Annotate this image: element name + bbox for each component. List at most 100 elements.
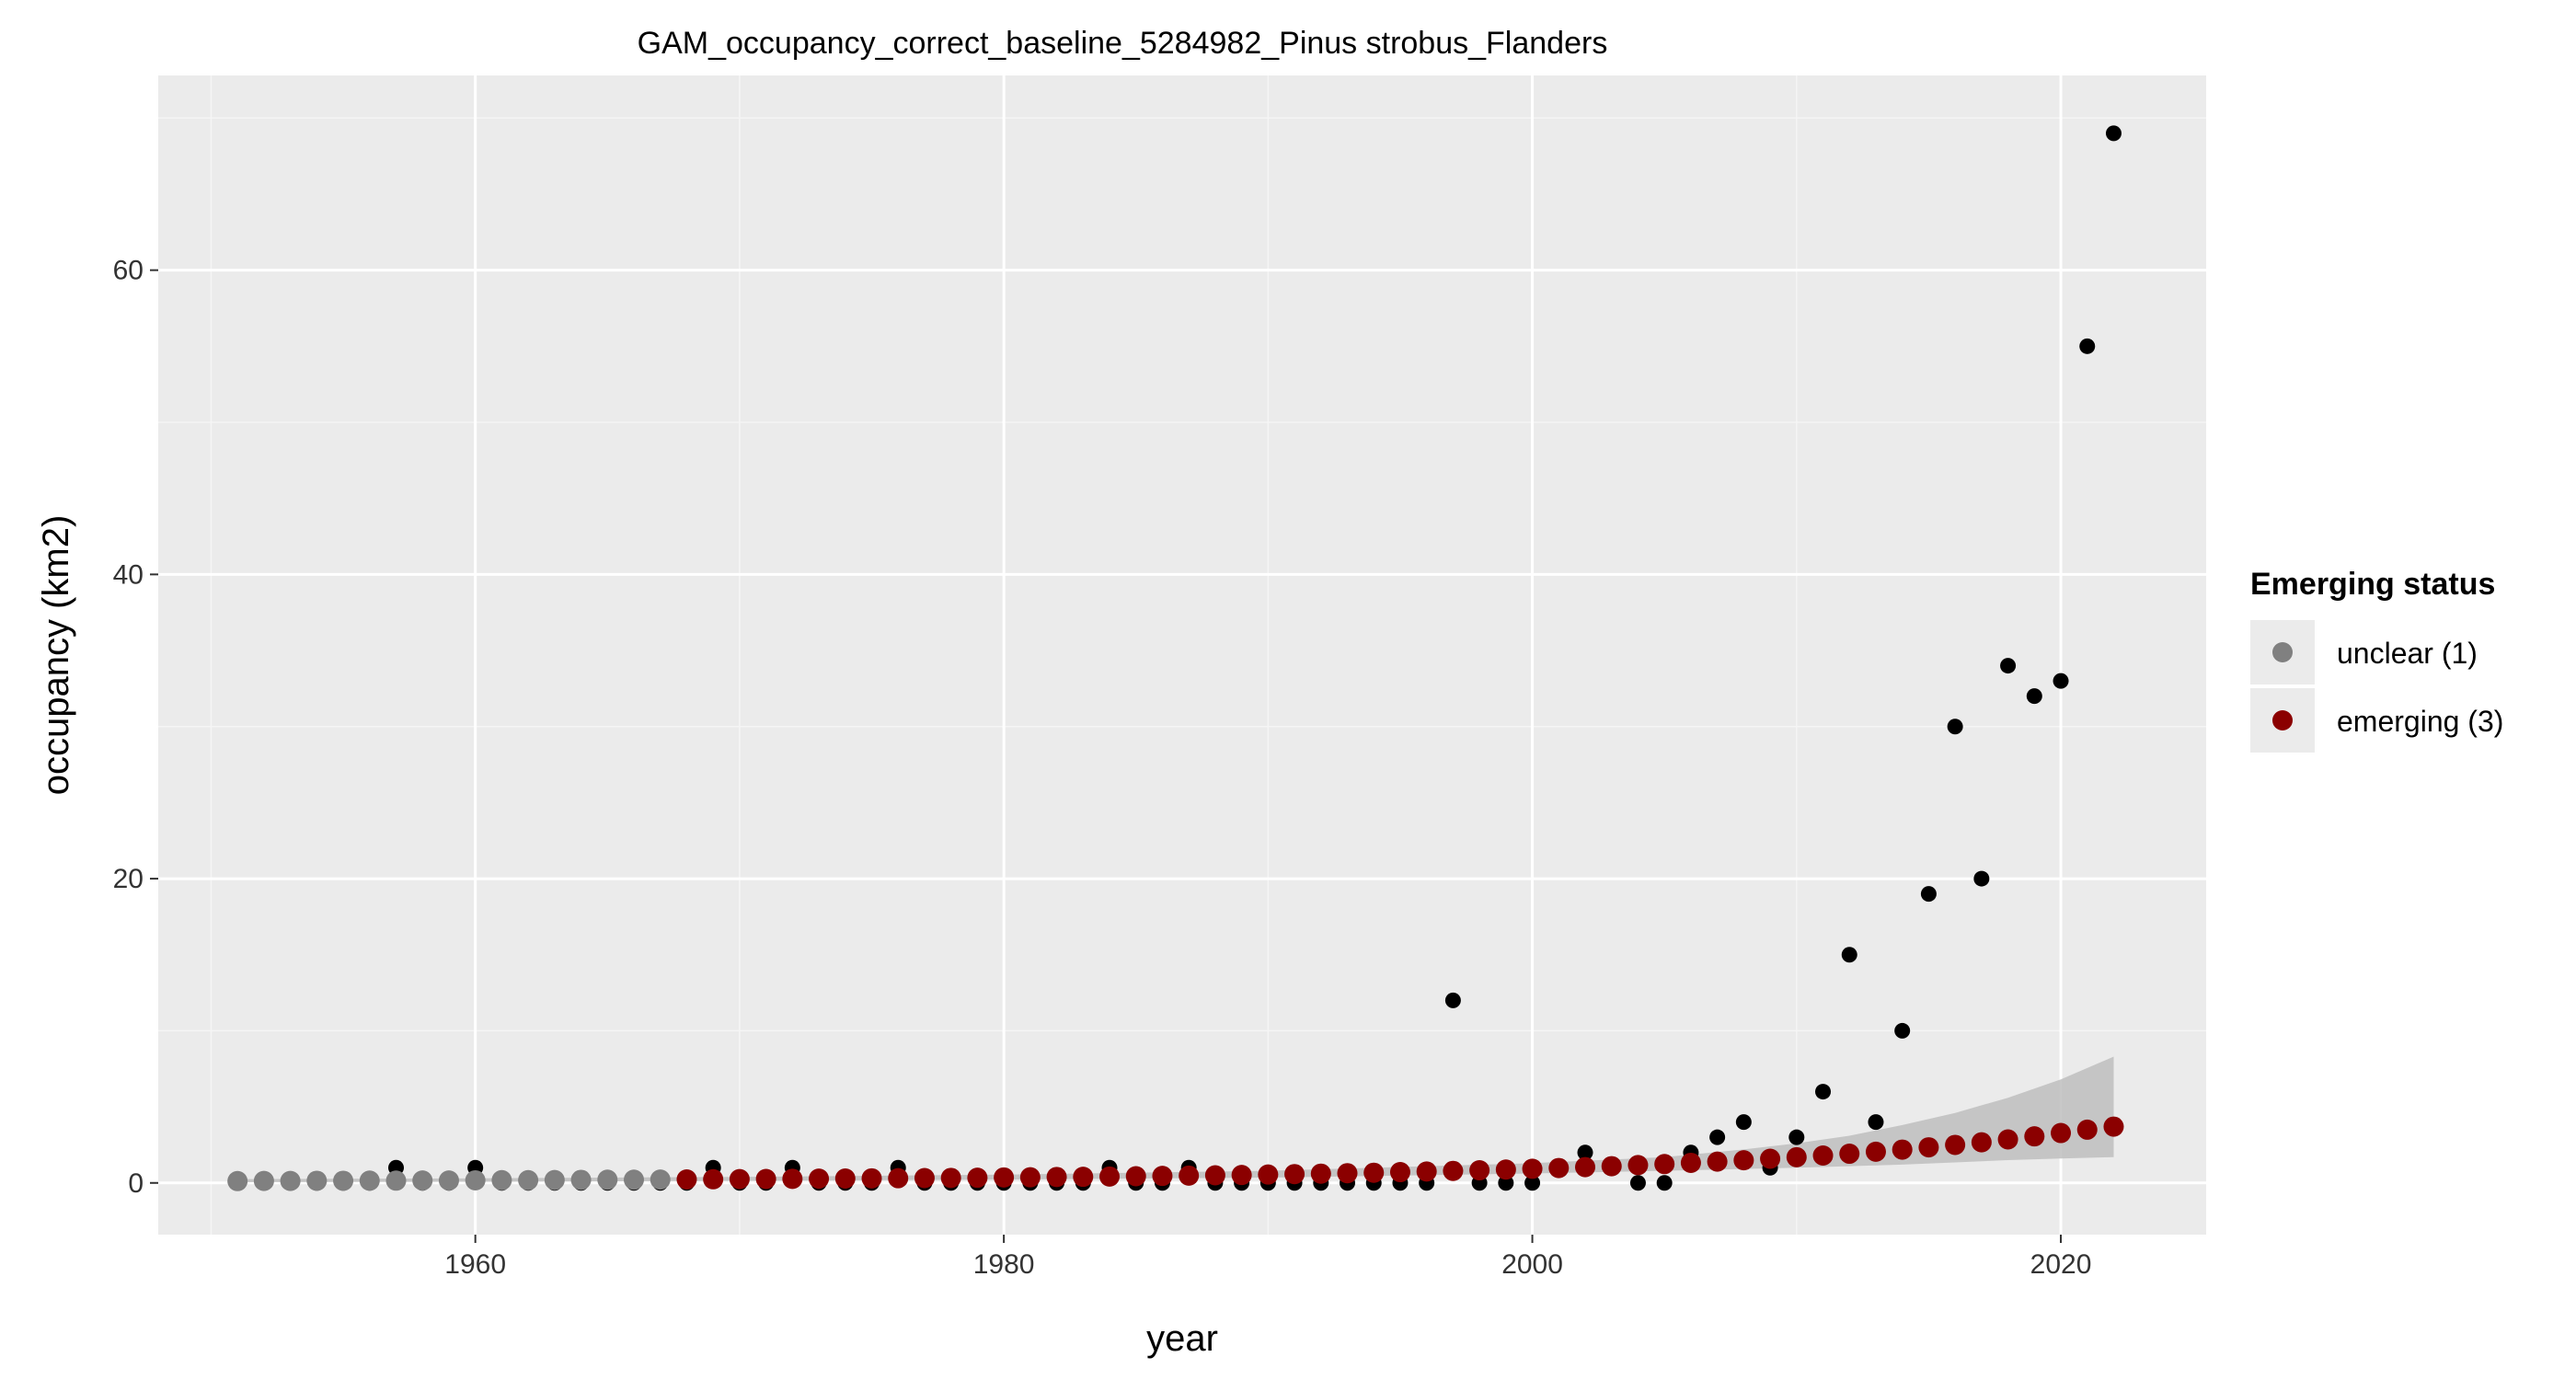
- fitted-point-2010: [1786, 1146, 1807, 1167]
- fitted-point-1984: [1099, 1166, 1121, 1187]
- fitted-point-1966: [624, 1169, 645, 1190]
- fitted-point-2017: [1971, 1132, 1992, 1153]
- fitted-point-1951: [227, 1170, 248, 1191]
- fitted-point-1974: [834, 1167, 856, 1189]
- observed-point-2021: [2079, 338, 2096, 354]
- fitted-point-1983: [1073, 1167, 1094, 1188]
- fitted-point-1970: [729, 1168, 750, 1190]
- fitted-point-1975: [861, 1167, 882, 1189]
- fitted-point-1994: [1363, 1162, 1385, 1183]
- grid-minor: [158, 75, 2206, 1235]
- x-tick-label-2: 2000: [1501, 1249, 1563, 1280]
- plot-panel: [158, 75, 2206, 1235]
- x-axis-title: year: [1146, 1318, 1218, 1359]
- fitted-point-1973: [809, 1168, 830, 1190]
- fitted-point-1996: [1416, 1161, 1437, 1182]
- legend-title: Emerging status: [2250, 567, 2495, 602]
- observed-point-2019: [2026, 688, 2042, 705]
- legend: Emerging status unclear (1) emerging (3): [2250, 567, 2503, 753]
- y-axis-ticks: 0 20 40 60: [113, 256, 158, 1199]
- fitted-point-2012: [1839, 1144, 1860, 1165]
- legend-label-unclear: unclear (1): [2337, 637, 2478, 670]
- fitted-point-1981: [1019, 1167, 1041, 1188]
- fitted-point-1952: [253, 1170, 274, 1191]
- x-axis-ticks: 1960 1980 2000 2020: [444, 1235, 2091, 1280]
- observed-point-2020: [2053, 673, 2069, 689]
- observed-point-2004: [1629, 1175, 1646, 1191]
- observed-point-2014: [1894, 1022, 1911, 1039]
- fitted-point-1997: [1443, 1160, 1464, 1181]
- fitted-point-1995: [1389, 1162, 1410, 1183]
- y-tick-label-2: 40: [113, 559, 144, 590]
- fitted-point-2007: [1707, 1151, 1728, 1172]
- fitted-point-2008: [1733, 1150, 1754, 1171]
- fitted-point-1977: [914, 1167, 935, 1189]
- fitted-point-2020: [2051, 1122, 2072, 1144]
- x-tick-label-1: 1980: [973, 1249, 1035, 1280]
- legend-label-emerging: emerging (3): [2337, 705, 2503, 738]
- fitted-point-2011: [1812, 1145, 1834, 1167]
- fitted-point-2009: [1760, 1148, 1781, 1169]
- legend-dot-emerging: [2272, 710, 2293, 730]
- fitted-point-2013: [1865, 1141, 1886, 1162]
- legend-dot-unclear: [2272, 642, 2293, 662]
- fitted-point-2005: [1654, 1154, 1675, 1175]
- fitted-point-1976: [888, 1167, 909, 1189]
- fitted-point-2003: [1601, 1156, 1622, 1177]
- fitted-point-1998: [1469, 1160, 1490, 1181]
- fitted-point-1980: [994, 1167, 1015, 1188]
- fitted-point-2006: [1680, 1152, 1701, 1173]
- y-tick-label-0: 0: [128, 1168, 144, 1199]
- observed-point-2011: [1815, 1084, 1832, 1100]
- fitted-point-2001: [1548, 1157, 1570, 1179]
- fitted-point-1992: [1310, 1163, 1331, 1184]
- fitted-point-1960: [465, 1169, 486, 1190]
- fitted-point-1957: [385, 1170, 407, 1191]
- fitted-point-1988: [1204, 1165, 1225, 1186]
- fitted-point-1993: [1337, 1163, 1358, 1184]
- fitted-point-2004: [1627, 1155, 1649, 1176]
- observed-point-2022: [2105, 125, 2122, 142]
- fitted-point-1986: [1152, 1166, 1173, 1187]
- x-tick-label-0: 1960: [444, 1249, 506, 1280]
- fitted-point-1962: [518, 1169, 539, 1190]
- observed-point-2005: [1656, 1175, 1673, 1191]
- fitted-point-1969: [703, 1168, 724, 1190]
- fitted-point-1989: [1231, 1165, 1252, 1186]
- y-axis-title: occupancy (km2): [36, 515, 76, 796]
- fitted-point-2019: [2024, 1126, 2045, 1147]
- observed-point-2000: [1524, 1175, 1541, 1191]
- fitted-point-2002: [1575, 1156, 1596, 1178]
- fitted-point-1965: [597, 1169, 618, 1190]
- observed-point-2007: [1709, 1129, 1726, 1145]
- observed-point-2013: [1868, 1114, 1884, 1131]
- fitted-point-1967: [650, 1169, 671, 1190]
- fitted-point-1968: [676, 1168, 697, 1190]
- observed-point-2010: [1788, 1129, 1805, 1145]
- fitted-point-2016: [1945, 1134, 1966, 1156]
- observed-point-2018: [2000, 658, 2017, 674]
- fitted-point-1963: [544, 1169, 565, 1190]
- observed-point-2015: [1920, 886, 1937, 903]
- fitted-point-1958: [412, 1170, 433, 1191]
- fitted-point-1956: [359, 1170, 380, 1191]
- fitted-point-1954: [306, 1170, 328, 1191]
- fitted-point-1978: [940, 1167, 961, 1189]
- fitted-point-2014: [1892, 1139, 1913, 1160]
- fitted-point-1959: [438, 1170, 459, 1191]
- x-tick-label-3: 2020: [2030, 1249, 2092, 1280]
- y-tick-label-1: 20: [113, 864, 144, 894]
- fitted-points: [227, 1116, 2124, 1191]
- fitted-point-2022: [2103, 1116, 2124, 1137]
- fitted-point-2018: [1997, 1129, 2018, 1150]
- fitted-point-1953: [280, 1170, 301, 1191]
- observed-point-2008: [1735, 1114, 1752, 1131]
- fitted-point-1971: [755, 1168, 776, 1190]
- fitted-point-1982: [1046, 1167, 1067, 1188]
- observed-point-2012: [1841, 947, 1857, 963]
- observed-point-1999: [1498, 1175, 1514, 1191]
- fitted-point-1961: [491, 1169, 512, 1190]
- observed-point-1997: [1444, 992, 1461, 1008]
- fitted-point-2015: [1918, 1137, 1939, 1158]
